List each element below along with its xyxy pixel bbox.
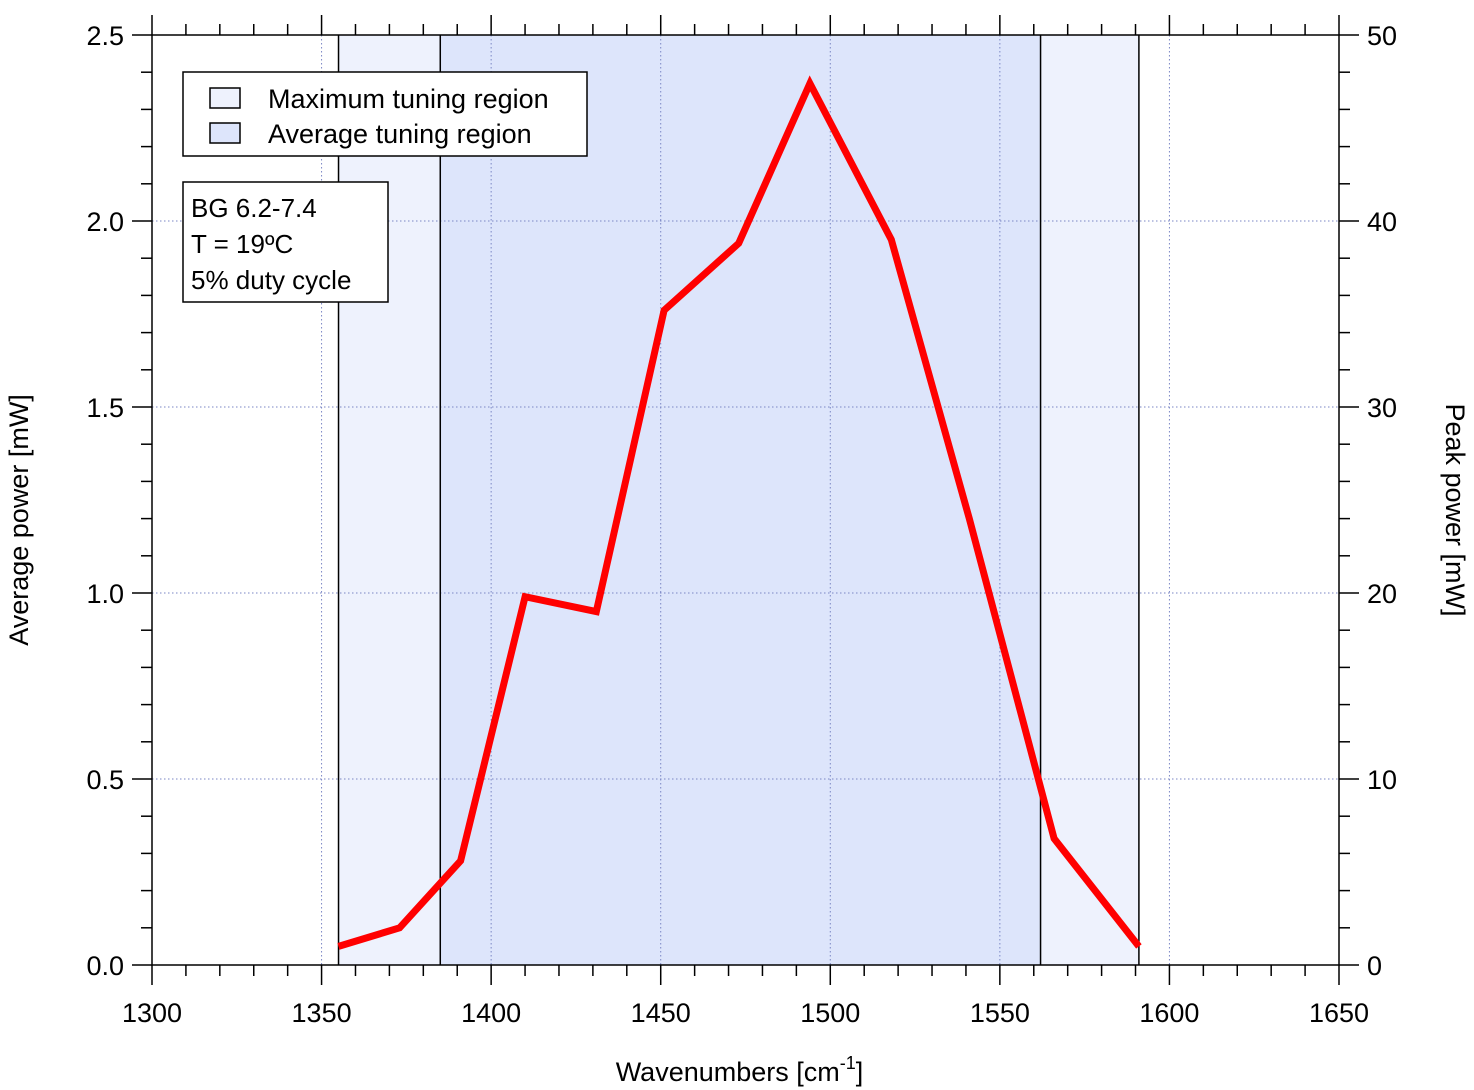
y2-axis-title: Peak power [mW] — [1440, 403, 1470, 616]
x-axis-title-superscript: -1 — [840, 1053, 856, 1073]
y-tick-label-3: 1.5 — [86, 393, 124, 423]
y2-tick-label-1: 10 — [1367, 765, 1397, 795]
legend-label-maximum: Maximum tuning region — [268, 84, 549, 114]
axis-ticks — [132, 15, 1359, 985]
tuning-region-1 — [440, 35, 1041, 965]
x-tick-label-6: 1600 — [1139, 998, 1199, 1028]
annotation-box: BG 6.2-7.4 T = 19ºC 5% duty cycle — [182, 181, 389, 303]
x-tick-label-5: 1550 — [970, 998, 1030, 1028]
grid-lines — [152, 35, 1339, 965]
legend: Maximum tuning region Average tuning reg… — [182, 71, 588, 157]
x-tick-label-4: 1500 — [800, 998, 860, 1028]
annotation-device: BG 6.2-7.4 — [191, 193, 317, 223]
x-tick-label-2: 1400 — [461, 998, 521, 1028]
series-line-0 — [337, 75, 1142, 950]
annotation-duty-cycle: 5% duty cycle — [191, 265, 351, 295]
y-tick-label-5: 2.5 — [86, 21, 124, 51]
y-tick-labels: 0.0 0.5 1.0 1.5 2.0 2.5 — [86, 21, 124, 981]
x-tick-label-0: 1300 — [122, 998, 182, 1028]
y2-tick-label-4: 40 — [1367, 207, 1397, 237]
x-axis-title-suffix: ] — [856, 1057, 864, 1087]
y2-tick-label-2: 20 — [1367, 579, 1397, 609]
legend-swatch-average — [209, 122, 241, 144]
y-axis-title: Average power [mW] — [4, 394, 34, 646]
tuning-regions — [338, 35, 1139, 965]
y-tick-label-1: 0.5 — [86, 765, 124, 795]
y2-tick-label-5: 50 — [1367, 21, 1397, 51]
y2-tick-label-0: 0 — [1367, 951, 1382, 981]
x-axis-title: Wavenumbers [cm-1] — [616, 1053, 864, 1087]
legend-label-average: Average tuning region — [268, 119, 532, 149]
y-tick-label-4: 2.0 — [86, 207, 124, 237]
plot-frame — [151, 34, 1340, 966]
data-series — [337, 75, 1142, 950]
x-axis-title-main: Wavenumbers [cm — [616, 1057, 840, 1087]
annotation-temperature: T = 19ºC — [191, 229, 293, 259]
annotation-frame — [182, 181, 389, 303]
legend-box — [182, 71, 588, 157]
x-tick-label-1: 1350 — [292, 998, 352, 1028]
x-tick-label-7: 1650 — [1309, 998, 1369, 1028]
y-tick-label-0: 0.0 — [86, 951, 124, 981]
y2-tick-label-3: 30 — [1367, 393, 1397, 423]
legend-swatch-maximum — [209, 87, 241, 109]
y2-tick-labels: 0 10 20 30 40 50 — [1367, 21, 1397, 981]
x-tick-label-3: 1450 — [631, 998, 691, 1028]
x-tick-labels: 1300 1350 1400 1450 1500 1550 1600 1650 — [122, 998, 1369, 1028]
y-tick-label-2: 1.0 — [86, 579, 124, 609]
